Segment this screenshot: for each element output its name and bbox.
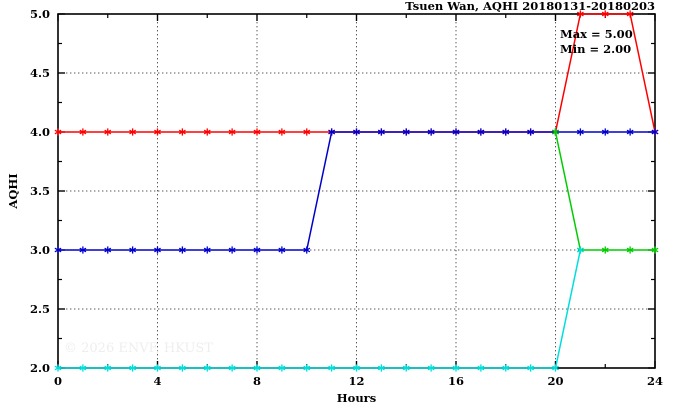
data-point-marker bbox=[626, 10, 634, 18]
data-point-marker bbox=[377, 128, 385, 136]
data-point-marker bbox=[228, 246, 236, 254]
data-point-marker bbox=[278, 364, 286, 372]
data-point-marker bbox=[576, 10, 584, 18]
y-tick-label: 4.0 bbox=[30, 125, 50, 139]
x-axis-title: Hours bbox=[337, 391, 376, 405]
data-point-marker bbox=[576, 128, 584, 136]
gridlines-layer bbox=[58, 14, 655, 368]
data-point-marker bbox=[452, 128, 460, 136]
watermark-text: © 2026 ENVF, HKUST bbox=[64, 341, 213, 356]
data-point-marker bbox=[178, 364, 186, 372]
data-point-marker bbox=[54, 128, 62, 136]
watermark: © 2026 ENVF, HKUST bbox=[64, 341, 213, 356]
data-point-marker bbox=[203, 364, 211, 372]
y-tick-label: 3.0 bbox=[30, 243, 50, 257]
data-point-marker bbox=[278, 128, 286, 136]
data-point-marker bbox=[79, 364, 87, 372]
data-point-marker bbox=[626, 128, 634, 136]
data-point-marker bbox=[203, 246, 211, 254]
data-series-layer bbox=[54, 10, 659, 372]
data-point-marker bbox=[104, 246, 112, 254]
data-point-marker bbox=[601, 128, 609, 136]
data-point-marker bbox=[129, 364, 137, 372]
data-point-marker bbox=[303, 128, 311, 136]
y-tick-label: 3.5 bbox=[30, 184, 50, 198]
x-tick-label: 24 bbox=[647, 374, 663, 388]
data-point-marker bbox=[502, 128, 510, 136]
max-annotation: Max = 5.00 bbox=[560, 27, 633, 41]
data-point-marker bbox=[178, 128, 186, 136]
data-point-marker bbox=[104, 364, 112, 372]
data-point-marker bbox=[552, 128, 559, 136]
series-cyan bbox=[54, 246, 584, 372]
data-point-marker bbox=[527, 364, 535, 372]
data-point-marker bbox=[154, 364, 161, 372]
x-tick-label: 20 bbox=[547, 374, 563, 388]
data-point-marker bbox=[154, 246, 161, 254]
x-tick-label: 12 bbox=[348, 374, 364, 388]
data-point-marker bbox=[278, 246, 286, 254]
series-cyan-line bbox=[58, 249, 582, 369]
data-point-marker bbox=[328, 364, 336, 372]
data-point-marker bbox=[601, 10, 609, 18]
data-point-marker bbox=[477, 364, 485, 372]
data-point-marker bbox=[452, 364, 460, 372]
min-annotation: Min = 2.00 bbox=[560, 42, 631, 56]
data-point-marker bbox=[79, 246, 87, 254]
data-point-marker bbox=[502, 364, 510, 372]
data-point-marker bbox=[427, 364, 435, 372]
x-tick-label: 8 bbox=[253, 374, 261, 388]
data-point-marker bbox=[353, 364, 360, 372]
data-point-marker bbox=[104, 128, 112, 136]
y-axis-title: AQHI bbox=[6, 173, 20, 209]
data-point-marker bbox=[576, 246, 584, 254]
chart-title: Tsuen Wan, AQHI 20180131-20180203 bbox=[405, 0, 655, 13]
data-point-marker bbox=[303, 364, 311, 372]
data-point-marker bbox=[253, 364, 261, 372]
data-point-marker bbox=[129, 128, 137, 136]
data-point-marker bbox=[328, 128, 336, 136]
data-point-marker bbox=[54, 364, 62, 372]
data-point-marker bbox=[303, 246, 311, 254]
data-point-marker bbox=[527, 128, 535, 136]
data-point-marker bbox=[154, 128, 161, 136]
y-tick-label: 5.0 bbox=[30, 7, 50, 21]
y-tick-label: 2.5 bbox=[30, 302, 50, 316]
data-point-marker bbox=[552, 364, 559, 372]
data-point-marker bbox=[178, 246, 186, 254]
data-point-marker bbox=[228, 128, 236, 136]
axis-labels-layer: 2.0 2.5 3.0 3.5 4.0 4.5 5.0 0 4 8 12 16 20 24 Hours AQH… bbox=[6, 7, 663, 405]
y-tick-label: 4.5 bbox=[30, 66, 50, 80]
data-point-marker bbox=[477, 128, 485, 136]
x-tick-label: 16 bbox=[448, 374, 464, 388]
data-point-marker bbox=[427, 128, 435, 136]
data-point-marker bbox=[253, 246, 261, 254]
data-point-marker bbox=[601, 246, 609, 254]
x-tick-label: 0 bbox=[54, 374, 62, 388]
data-point-marker bbox=[129, 246, 137, 254]
data-point-marker bbox=[651, 246, 659, 254]
data-point-marker bbox=[626, 246, 634, 254]
x-tick-label: 4 bbox=[153, 374, 161, 388]
data-point-marker bbox=[402, 364, 410, 372]
data-point-marker bbox=[203, 128, 211, 136]
data-point-marker bbox=[353, 128, 360, 136]
data-point-marker bbox=[651, 128, 659, 136]
data-point-marker bbox=[228, 364, 236, 372]
data-point-marker bbox=[253, 128, 261, 136]
data-point-marker bbox=[402, 128, 410, 136]
data-point-marker bbox=[79, 128, 87, 136]
data-point-marker bbox=[54, 246, 62, 254]
y-tick-label: 2.0 bbox=[30, 361, 50, 375]
data-point-marker bbox=[377, 364, 385, 372]
